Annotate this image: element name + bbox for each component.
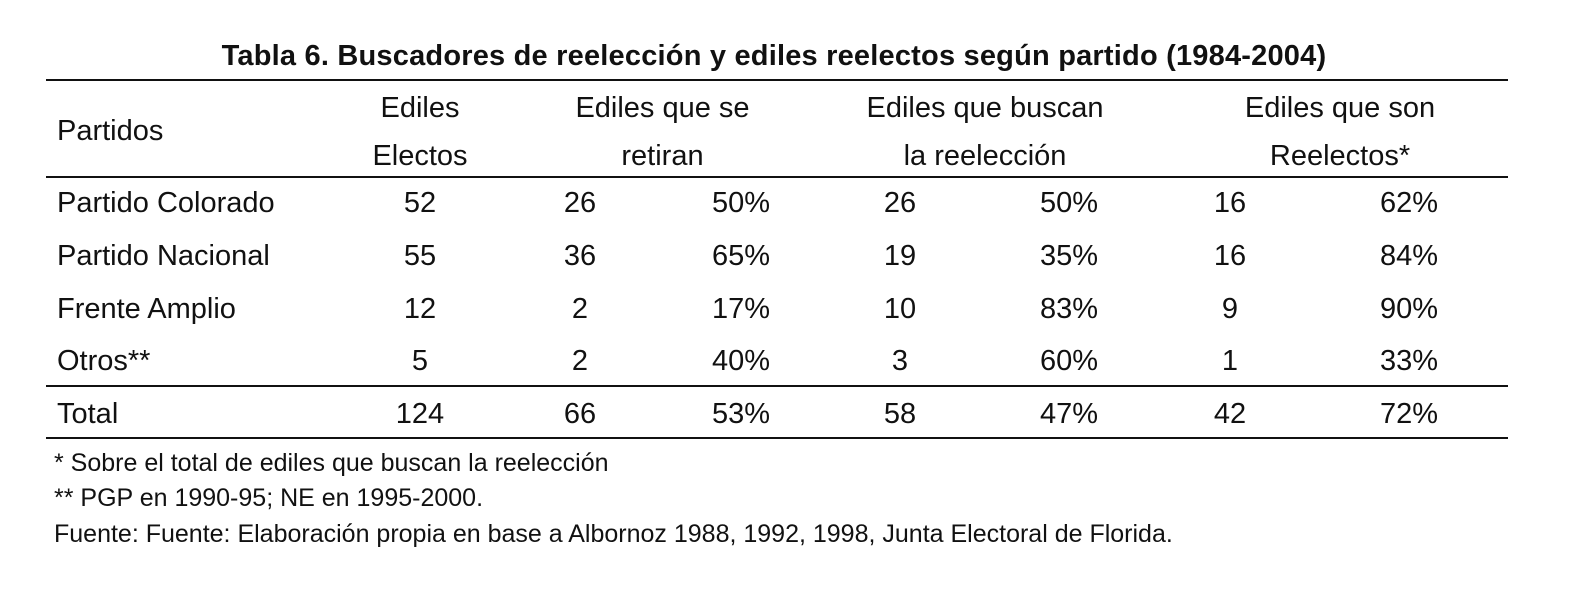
row-buscan-n: 10	[883, 293, 917, 325]
row-reelectos-pct: 62%	[1379, 187, 1438, 219]
row-buscan-n: 19	[883, 240, 917, 272]
row-retiran-n: 26	[563, 187, 597, 219]
header-electos-line2: Electos	[372, 140, 468, 172]
header-electos-line1: Ediles	[380, 92, 460, 124]
total-reelectos-n: 42	[1213, 398, 1247, 430]
row-buscan-pct: 60%	[1039, 345, 1098, 377]
header-rule	[46, 176, 1508, 178]
row-retiran-n: 2	[571, 345, 589, 377]
row-buscan-pct: 35%	[1039, 240, 1098, 272]
footnote-otros: ** PGP en 1990-95; NE en 1995-2000.	[54, 484, 484, 512]
total-buscan-pct: 47%	[1039, 398, 1098, 430]
header-reelectos: Ediles que son Reelectos*	[1190, 84, 1490, 180]
table-title: Tabla 6. Buscadores de reelección y edil…	[221, 40, 1327, 72]
total-rule	[46, 385, 1508, 387]
row-retiran-pct: 65%	[711, 240, 770, 272]
header-retiran-line1: Ediles que se	[575, 92, 750, 124]
row-retiran-pct: 40%	[711, 345, 770, 377]
row-partido: Partido Nacional	[57, 240, 270, 272]
row-reelectos-pct: 33%	[1379, 345, 1438, 377]
row-reelectos-pct: 90%	[1379, 293, 1438, 325]
row-retiran-pct: 50%	[711, 187, 770, 219]
header-retiran-line2: retiran	[621, 140, 704, 172]
row-retiran-pct: 17%	[711, 293, 770, 325]
row-electos: 12	[403, 293, 437, 325]
row-buscan-n: 26	[883, 187, 917, 219]
row-buscan-pct: 50%	[1039, 187, 1098, 219]
row-reelectos-pct: 84%	[1379, 240, 1438, 272]
top-rule	[46, 79, 1508, 81]
row-retiran-n: 2	[571, 293, 589, 325]
row-partido: Frente Amplio	[57, 293, 236, 325]
header-buscan-line2: la reelección	[903, 140, 1067, 172]
header-partidos: Partidos	[57, 115, 164, 147]
header-electos: Ediles Electos	[345, 84, 495, 180]
header-reelectos-line1: Ediles que son	[1244, 92, 1436, 124]
row-electos: 5	[411, 345, 429, 377]
row-reelectos-n: 16	[1213, 187, 1247, 219]
total-partido: Total	[57, 398, 119, 430]
header-buscan: Ediles que buscan la reelección	[825, 84, 1145, 180]
header-retiran: Ediles que se retiran	[530, 84, 795, 180]
row-reelectos-n: 16	[1213, 240, 1247, 272]
header-buscan-line1: Ediles que buscan	[866, 92, 1104, 124]
total-electos: 124	[395, 398, 445, 430]
total-retiran-n: 66	[563, 398, 597, 430]
row-electos: 55	[403, 240, 437, 272]
source-note: Fuente: Fuente: Elaboración propia en ba…	[54, 520, 1173, 548]
total-retiran-pct: 53%	[711, 398, 770, 430]
row-partido: Otros**	[57, 345, 151, 377]
total-buscan-n: 58	[883, 398, 917, 430]
header-reelectos-line2: Reelectos*	[1269, 140, 1411, 172]
row-buscan-n: 3	[891, 345, 909, 377]
footnote-reelectos: * Sobre el total de ediles que buscan la…	[54, 449, 609, 477]
row-reelectos-n: 9	[1221, 293, 1239, 325]
row-partido: Partido Colorado	[57, 187, 275, 219]
row-retiran-n: 36	[563, 240, 597, 272]
total-reelectos-pct: 72%	[1379, 398, 1438, 430]
row-electos: 52	[403, 187, 437, 219]
row-buscan-pct: 83%	[1039, 293, 1098, 325]
row-reelectos-n: 1	[1221, 345, 1239, 377]
bottom-rule	[46, 437, 1508, 439]
